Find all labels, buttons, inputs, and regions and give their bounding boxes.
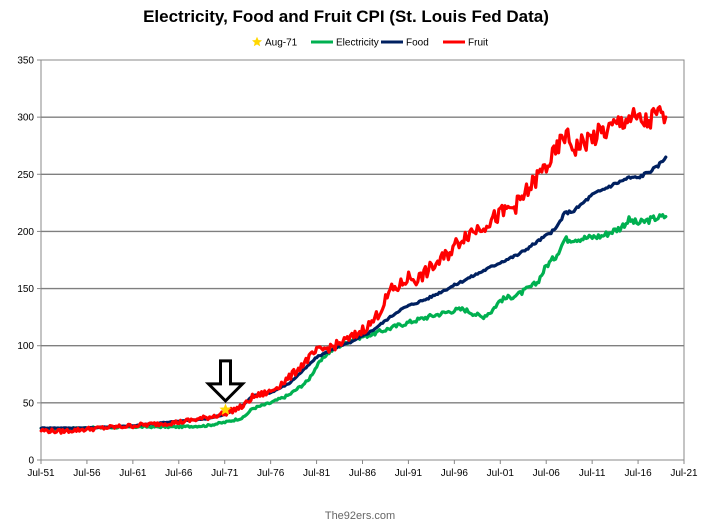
x-tick-label: Jul-81 bbox=[303, 468, 331, 479]
legend-label: Aug-71 bbox=[265, 38, 298, 49]
x-tick-label: Jul-06 bbox=[533, 468, 561, 479]
y-tick-label: 50 bbox=[23, 398, 35, 409]
legend-label: Fruit bbox=[468, 38, 488, 49]
y-tick-label: 300 bbox=[17, 113, 34, 124]
legend-label: Electricity bbox=[336, 38, 379, 49]
series-line-food bbox=[39, 155, 668, 430]
x-tick-label: Jul-21 bbox=[670, 468, 698, 479]
legend-label: Food bbox=[406, 38, 429, 49]
legend-item-aug-71: Aug-71 bbox=[252, 36, 298, 49]
x-tick-label: Jul-96 bbox=[441, 468, 469, 479]
x-tick-label: Jul-71 bbox=[211, 468, 239, 479]
y-tick-label: 150 bbox=[17, 284, 34, 295]
y-tick-label: 250 bbox=[17, 170, 34, 181]
legend-item-food: Food bbox=[381, 38, 429, 49]
down-arrow-annotation bbox=[204, 359, 247, 404]
x-tick-label: Jul-86 bbox=[349, 468, 377, 479]
series-line-fruit bbox=[39, 105, 668, 435]
chart-title: Electricity, Food and Fruit CPI (St. Lou… bbox=[143, 7, 549, 26]
x-tick-label: Jul-51 bbox=[27, 468, 55, 479]
y-tick-label: 200 bbox=[17, 227, 34, 238]
y-tick-label: 350 bbox=[17, 56, 34, 67]
x-tick-label: Jul-11 bbox=[579, 468, 606, 479]
marker-aug-71 bbox=[219, 403, 232, 415]
grid-layer bbox=[40, 59, 685, 461]
series-layer bbox=[39, 105, 668, 435]
plot-area-border bbox=[40, 59, 685, 461]
x-tick-label: Jul-76 bbox=[257, 468, 285, 479]
x-tick-label: Jul-91 bbox=[395, 468, 423, 479]
legend-item-electricity: Electricity bbox=[311, 38, 379, 49]
x-tick-label: Jul-01 bbox=[487, 468, 515, 479]
series-line-electricity bbox=[39, 213, 668, 432]
axis-layer: 0 50 100 150 200 250 300 350 Jul-51 Jul-56 Jul-61 J… bbox=[17, 56, 698, 480]
y-tick-label: 100 bbox=[17, 341, 34, 352]
legend: Aug-71 Electricity Food Fruit bbox=[252, 36, 488, 49]
x-tick-label: Jul-66 bbox=[165, 468, 193, 479]
legend-item-fruit: Fruit bbox=[443, 38, 488, 49]
x-tick-label: Jul-56 bbox=[73, 468, 101, 479]
legend-swatch-star bbox=[252, 36, 262, 47]
x-tick-label: Jul-16 bbox=[624, 468, 652, 479]
x-tick-label: Jul-61 bbox=[119, 468, 147, 479]
footer-credit: The92ers.com bbox=[325, 510, 395, 522]
annotation-layer bbox=[204, 359, 247, 415]
y-tick-label: 0 bbox=[28, 456, 34, 467]
